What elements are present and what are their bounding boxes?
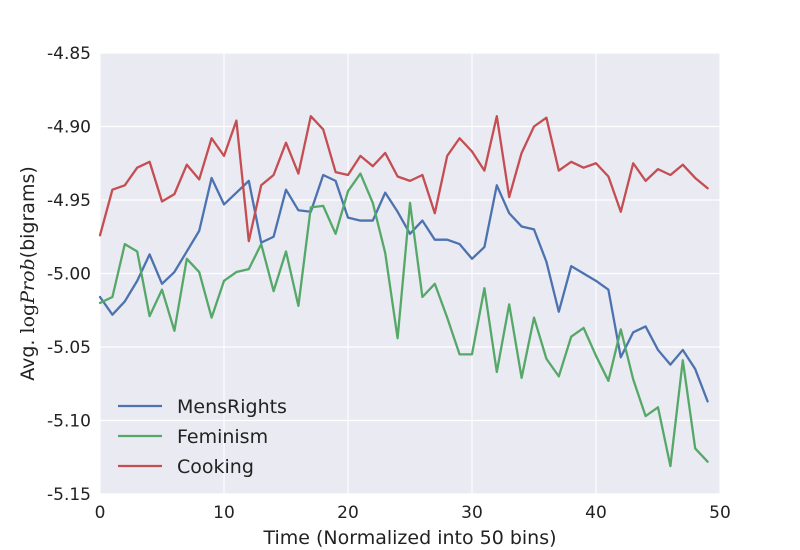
y-tick-label: -4.90 bbox=[47, 118, 91, 138]
legend-label-mensrights: MensRights bbox=[177, 396, 287, 418]
y-tick-label: -5.10 bbox=[47, 412, 91, 432]
y-tick-label: -5.15 bbox=[47, 485, 91, 505]
x-axis-label: Time (Normalized into 50 bins) bbox=[262, 527, 556, 549]
x-tick-label: 40 bbox=[585, 503, 607, 523]
series-lines bbox=[98, 115, 709, 468]
x-tick-label: 20 bbox=[337, 503, 359, 523]
y-tick-label: -5.05 bbox=[47, 338, 91, 358]
series-line-mensrights bbox=[98, 173, 709, 403]
x-tick-label: 0 bbox=[95, 503, 106, 523]
y-axis-label-math: Prob bbox=[17, 258, 39, 304]
series-line-cooking bbox=[98, 115, 709, 243]
y-tick-label: -5.00 bbox=[47, 265, 91, 285]
legend: MensRights Feminism Cooking bbox=[118, 396, 287, 478]
x-tick-label: 50 bbox=[709, 503, 731, 523]
y-axis-label-suffix: (bigrams) bbox=[17, 166, 39, 258]
y-tick-label: -4.85 bbox=[47, 44, 91, 64]
y-axis-label-prefix: Avg. bbox=[17, 333, 39, 380]
x-tick-label: 10 bbox=[213, 503, 235, 523]
series-line-feminism bbox=[98, 172, 709, 468]
y-axis-label-log: log bbox=[17, 304, 39, 334]
x-tick-label: 30 bbox=[461, 503, 483, 523]
y-tick-labels: -4.85 -4.90 -4.95 -5.00 -5.05 -5.10 -5.15 bbox=[47, 44, 91, 505]
x-tick-labels: 0 10 20 30 40 50 bbox=[95, 503, 731, 523]
y-tick-label: -4.95 bbox=[47, 191, 91, 211]
y-axis-label: Avg. logProb(bigrams) bbox=[17, 166, 39, 381]
legend-label-cooking: Cooking bbox=[177, 456, 254, 478]
legend-label-feminism: Feminism bbox=[177, 426, 268, 448]
